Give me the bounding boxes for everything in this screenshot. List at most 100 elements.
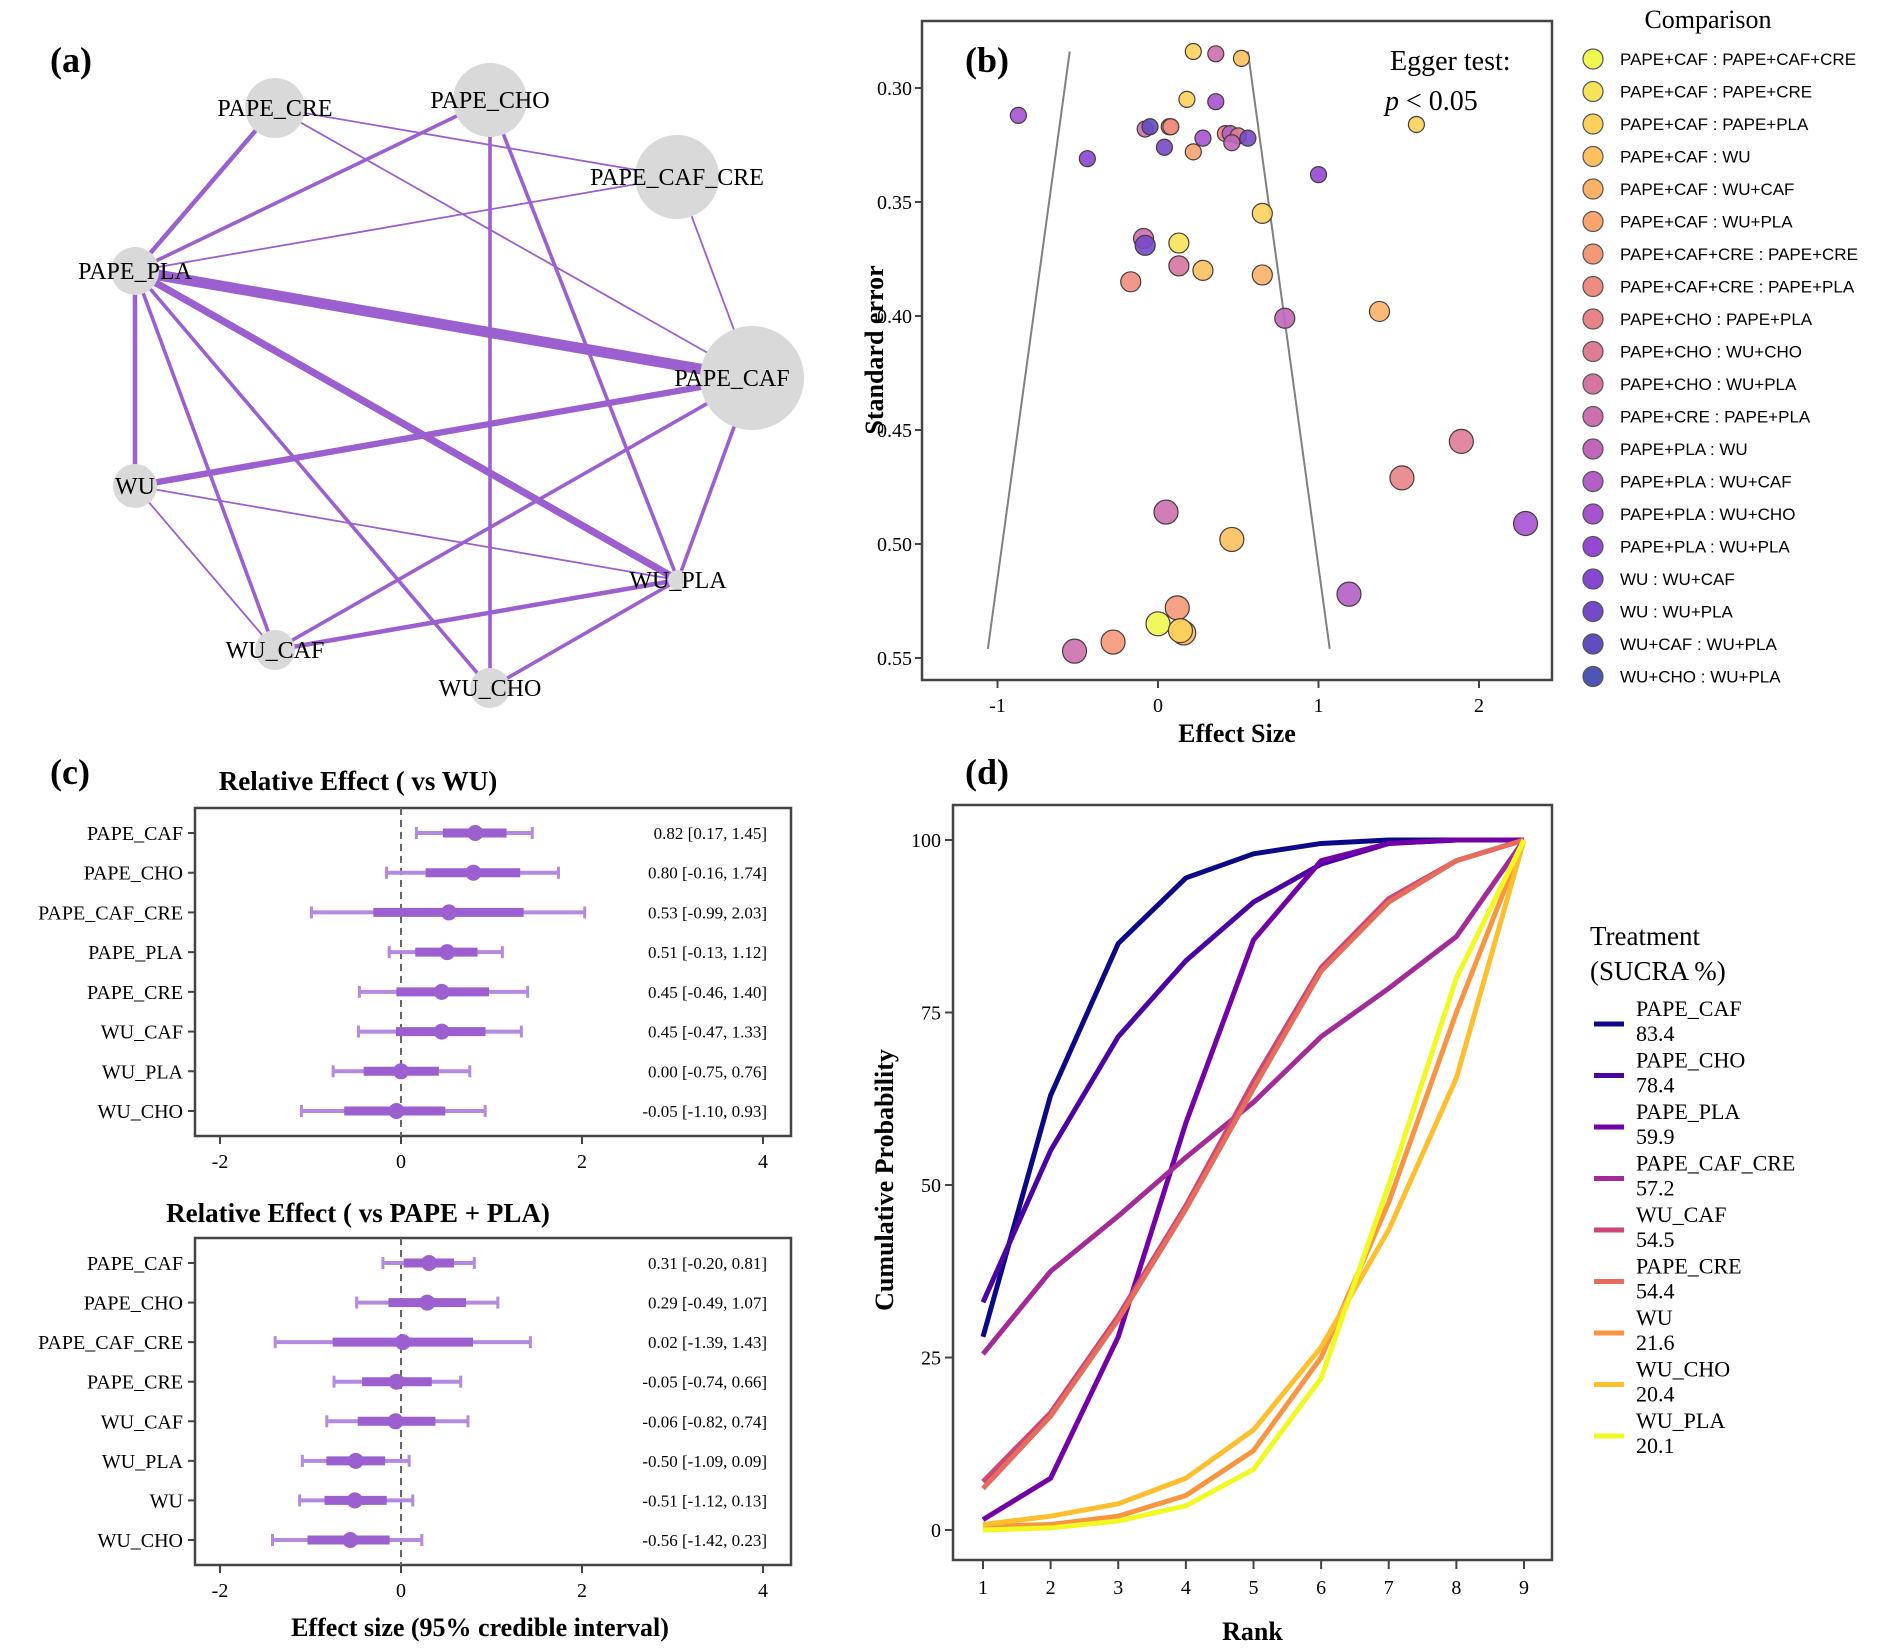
legend-label: PAPE+CAF : WU — [1620, 148, 1751, 167]
x-tick-label: 2 — [577, 1580, 587, 1602]
funnel-point — [1274, 307, 1296, 329]
egger-annotation-line1: Egger test: — [1390, 46, 1511, 77]
rank-curve-wu-pla — [982, 838, 1527, 1533]
legend-swatch — [1582, 438, 1604, 460]
legend-sucra: 20.1 — [1636, 1433, 1675, 1458]
network-edge — [274, 107, 753, 379]
estimate-ci-text: -0.56 [-1.42, 0.23] — [642, 1531, 767, 1550]
network-plot: PAPE_CHO PAPE_CRE PAPE_CAF_CRE PAPE_PLA PAPE… — [78, 63, 804, 708]
legend-label: PAPE_CAF_CRE — [1636, 1151, 1795, 1176]
panel-label-a: (a) — [50, 40, 92, 80]
x-tick-label: 4 — [758, 1580, 768, 1602]
x-tick-label: -1 — [989, 695, 1006, 717]
legend-label: WU_CHO — [1636, 1357, 1730, 1382]
network-node-label: PAPE_CAF_CRE — [590, 165, 764, 191]
treatment-label: PAPE_PLA — [88, 942, 183, 964]
network-edge — [489, 578, 679, 690]
x-tick-label: 2 — [1474, 695, 1484, 717]
legend-label: PAPE+PLA : WU+CAF — [1620, 473, 1792, 492]
rank-curve-wu-cho — [982, 839, 1527, 1527]
network-node — [453, 63, 527, 137]
funnel-point — [1251, 264, 1273, 286]
funnel-point — [1184, 143, 1202, 161]
x-tick-label: 4 — [1181, 1577, 1191, 1599]
network-node — [255, 630, 295, 670]
funnel-point — [1407, 115, 1426, 134]
funnel-plot: 0.30 0.35 0.40 0.45 0.50 0.55 -1 0 1 2 Effect Size… — [860, 5, 1858, 748]
y-tick-label: 75 — [921, 1003, 941, 1025]
network-node-label: WU_PLA — [629, 568, 727, 594]
legend-swatch — [1582, 275, 1604, 298]
legend-label: PAPE+CAF : PAPE+CAF+CRE — [1620, 50, 1856, 69]
legend-label: WU_CAF — [1636, 1202, 1726, 1227]
funnel-point — [1078, 150, 1096, 168]
legend-swatch — [1582, 535, 1604, 558]
y-tick-label: 0.55 — [877, 648, 912, 670]
legend-swatch — [1582, 243, 1604, 265]
treatment-label: WU_CHO — [97, 1101, 183, 1123]
estimate-ci-text: 0.00 [-0.75, 0.76] — [648, 1062, 767, 1081]
legend-label: PAPE+CRE : PAPE+PLA — [1620, 408, 1811, 427]
funnel-point — [1134, 234, 1156, 256]
y-axis-title: Cumulative Probability — [870, 1049, 899, 1311]
funnel-point — [1336, 581, 1362, 607]
legend-sucra: 78.4 — [1636, 1073, 1675, 1098]
point-estimate — [388, 1373, 405, 1390]
point-estimate — [419, 1294, 436, 1311]
legend-swatch — [1582, 503, 1604, 525]
network-edge — [133, 106, 277, 273]
treatment-label: PAPE_CAF_CRE — [38, 1332, 183, 1354]
network-edge — [134, 98, 491, 273]
legend-label: PAPE_CAF — [1636, 996, 1742, 1021]
network-edge — [134, 176, 678, 272]
legend-sucra: 21.6 — [1636, 1330, 1675, 1355]
funnel-point — [1223, 134, 1241, 152]
x-tick-label: 7 — [1384, 1577, 1394, 1599]
funnel-point — [1194, 129, 1212, 147]
legend-label: PAPE+CHO : PAPE+PLA — [1620, 310, 1813, 329]
legend-label: PAPE+PLA : WU+CHO — [1620, 505, 1795, 524]
legend-swatch — [1582, 568, 1604, 590]
estimate-ci-text: 0.80 [-0.16, 1.74] — [648, 864, 767, 883]
estimate-ci-text: 0.82 [0.17, 1.45] — [654, 824, 767, 843]
estimate-ci-text: 0.02 [-1.39, 1.43] — [648, 1333, 767, 1352]
legend-label: PAPE+CHO : WU+CHO — [1620, 343, 1802, 362]
y-tick-label: 0.30 — [877, 78, 912, 100]
point-estimate — [440, 904, 457, 921]
legend-swatch — [1582, 405, 1604, 428]
legend-label: PAPE+PLA : WU+PLA — [1620, 538, 1790, 557]
legend-label: WU : WU+CAF — [1620, 570, 1735, 589]
treatment-label: WU_PLA — [102, 1451, 184, 1473]
legend-swatch — [1582, 178, 1604, 200]
funnel-point — [1239, 129, 1257, 147]
panel-label-b: (b) — [965, 40, 1009, 80]
legend-subtitle: (SUCRA %) — [1590, 956, 1726, 986]
rank-curve-pape-pla — [981, 837, 1524, 1522]
x-tick-label: 4 — [758, 1151, 768, 1173]
x-tick-label: 6 — [1316, 1577, 1326, 1599]
legend-swatch — [1582, 600, 1604, 623]
x-tick-label: 9 — [1519, 1577, 1529, 1599]
forest-plot-vs-pape-pla: Relative Effect ( vs PAPE + PLA) PAPE_CAF… — [38, 1198, 793, 1642]
legend-label: PAPE_CRE — [1636, 1254, 1742, 1279]
network-node-label: WU_CAF — [226, 638, 325, 664]
legend-label: PAPE+CAF : PAPE+CRE — [1620, 83, 1812, 102]
y-tick-label: 0.40 — [877, 306, 912, 328]
funnel-point — [1167, 618, 1194, 644]
treatment-label: WU_CAF — [101, 1022, 183, 1044]
x-tick-label: 0 — [1153, 695, 1163, 717]
estimate-ci-text: -0.05 [-1.10, 0.93] — [642, 1102, 767, 1121]
x-tick-label: 5 — [1249, 1577, 1259, 1599]
panel-label-c: (c) — [50, 752, 90, 792]
x-tick-label: 1 — [978, 1577, 988, 1599]
legend-swatch — [1582, 308, 1604, 330]
legend-swatch — [1582, 113, 1604, 135]
network-edge — [274, 107, 678, 178]
point-estimate — [394, 1334, 411, 1351]
x-tick-label: 0 — [396, 1580, 406, 1602]
x-axis-title: Effect size (95% credible interval) — [291, 1613, 669, 1642]
estimate-ci-text: 0.45 [-0.47, 1.33] — [648, 1023, 767, 1042]
treatment-label: PAPE_CHO — [84, 1293, 183, 1315]
funnel-point — [1009, 106, 1027, 124]
network-edge — [134, 485, 276, 651]
